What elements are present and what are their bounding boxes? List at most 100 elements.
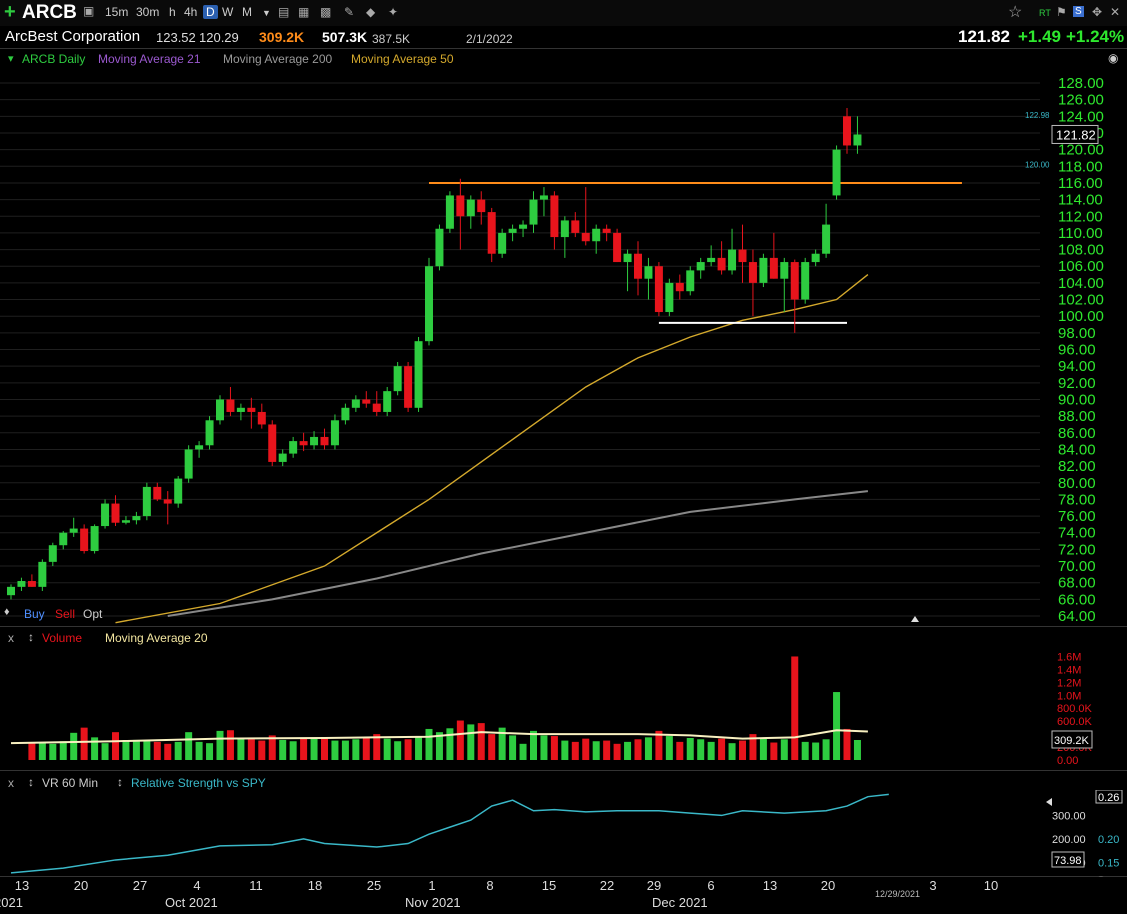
volume-bar [321, 737, 328, 760]
divider [0, 48, 1127, 49]
scroll-up-icon [911, 616, 919, 622]
buy-sell-icon[interactable]: ♦ [4, 606, 10, 618]
legend-ma200[interactable]: Moving Average 200 [223, 52, 333, 66]
legend-vr-60min[interactable]: VR 60 Min [42, 776, 99, 790]
candle-body [372, 403, 381, 412]
rs-badge-bottom [1051, 851, 1085, 868]
legend-volume-ma20[interactable]: Moving Average 20 [105, 631, 208, 645]
open-value: 123.52 [156, 30, 196, 45]
x-tick-label: 1 [428, 878, 435, 893]
interval-m[interactable]: M [242, 5, 252, 19]
y-tick-label: 112.00 [1058, 208, 1103, 225]
interval-w[interactable]: W [222, 5, 234, 19]
tag-icon[interactable]: ◆ [366, 5, 376, 19]
flag-icon[interactable]: ⚑ [1056, 5, 1067, 19]
x-tick-label: 20 [821, 878, 835, 893]
settings-icon[interactable]: ◉ [1108, 51, 1119, 65]
candle-body [519, 224, 528, 229]
table-icon[interactable]: ▩ [320, 5, 332, 19]
y-tick-label: 1.0M [1057, 690, 1081, 702]
y-tick-label: 108.00 [1058, 242, 1104, 259]
share-icon[interactable]: ✦ [388, 5, 399, 19]
price-change-pct: +1.24% [1066, 27, 1125, 46]
x-axis: 132027411182518152229613203102021Oct 202… [0, 876, 1104, 910]
volume-bar [561, 740, 569, 760]
rt-icon[interactable]: RT [1039, 8, 1051, 18]
volume-bar [247, 739, 255, 760]
candle-body [832, 149, 841, 196]
volume-bar [498, 727, 506, 760]
interval-15m[interactable]: 15m [105, 5, 129, 19]
candle-body [550, 195, 559, 238]
rs-close-button[interactable]: x [8, 776, 14, 790]
legend-volume[interactable]: Volume [42, 631, 83, 645]
interval-h[interactable]: h [169, 5, 176, 19]
interval-4h[interactable]: 4h [184, 5, 198, 19]
volume-move-icon[interactable]: ↕ [28, 630, 34, 644]
candle-body [393, 366, 402, 392]
buy-button[interactable]: Buy [24, 607, 45, 621]
candle-body [351, 399, 360, 408]
x-tick-label: 3 [929, 878, 936, 893]
y-tick-label: 98.00 [1058, 325, 1096, 342]
plus-icon[interactable]: + [4, 1, 16, 23]
pencil-icon[interactable]: ✎ [344, 5, 355, 19]
star-icon[interactable]: ☆ [1008, 4, 1023, 21]
rs-move-icon-2[interactable]: ↕ [117, 775, 123, 789]
y-tick-label: 124.00 [1058, 108, 1104, 125]
y-tick-label: 102.00 [1058, 292, 1104, 309]
candle-body [174, 478, 183, 504]
candle-body [477, 199, 486, 213]
candle-body [539, 195, 548, 200]
candle-body [289, 441, 298, 454]
candle-body [299, 441, 308, 446]
candle-body [456, 195, 465, 217]
candle-body [48, 545, 57, 562]
move-icon[interactable]: ✥ [1092, 5, 1103, 19]
last-price-badge-text: 121.82 [1056, 127, 1096, 142]
sell-button[interactable]: Sell [55, 607, 76, 621]
indicator-icon[interactable]: ▦ [298, 5, 310, 19]
y-tick-label: 88.00 [1058, 408, 1096, 425]
sync-icon[interactable]: S [1073, 6, 1084, 17]
candle-body [435, 228, 444, 267]
volume-bar [603, 740, 611, 760]
candle-body [101, 503, 110, 527]
chevron-down-icon[interactable]: ▼ [262, 8, 271, 18]
volume-bar [780, 739, 788, 760]
volume-bar [59, 741, 67, 760]
y-tick-label: 118.00 [1058, 158, 1103, 175]
candle-body [853, 134, 862, 146]
legend-ma50[interactable]: Moving Average 50 [351, 52, 454, 66]
legend-arcb-daily[interactable]: ARCB Daily [22, 52, 86, 66]
x-tick-label: 13 [763, 878, 777, 893]
rs-move-icon[interactable]: ↕ [28, 775, 34, 789]
volume-ma20-line [10, 729, 868, 745]
volume-bar [122, 741, 130, 760]
candle-body [686, 270, 695, 292]
legend-relative-strength[interactable]: Relative Strength vs SPY [131, 776, 266, 790]
volume-bar [718, 738, 726, 760]
volume-bar [331, 740, 339, 760]
volume-bar [132, 739, 140, 760]
y-tick-label: 106.00 [1058, 258, 1104, 275]
legend-ma21[interactable]: Moving Average 21 [98, 52, 201, 66]
candle-body [644, 266, 653, 279]
interval-30m[interactable]: 30m [136, 5, 160, 19]
interval-d[interactable]: D [203, 5, 218, 19]
candle-body [226, 399, 235, 412]
chart-type-icon[interactable]: ▤ [278, 5, 290, 19]
x-month-label: 2021 [0, 895, 23, 910]
volume-bar [195, 741, 203, 760]
volume-bar [112, 732, 119, 760]
volume-bar [206, 743, 214, 760]
opt-button[interactable]: Opt [83, 607, 103, 621]
close-icon[interactable]: ✕ [1110, 5, 1121, 19]
symbol-label[interactable]: ARCB [22, 2, 77, 23]
chevron-down-icon[interactable]: ▾ [8, 53, 14, 65]
volume-bar [676, 741, 684, 760]
candle-body [654, 266, 663, 313]
volume-close-button[interactable]: x [8, 631, 14, 645]
volume-bar [530, 730, 537, 760]
camera-icon[interactable]: ▣ [83, 4, 95, 18]
